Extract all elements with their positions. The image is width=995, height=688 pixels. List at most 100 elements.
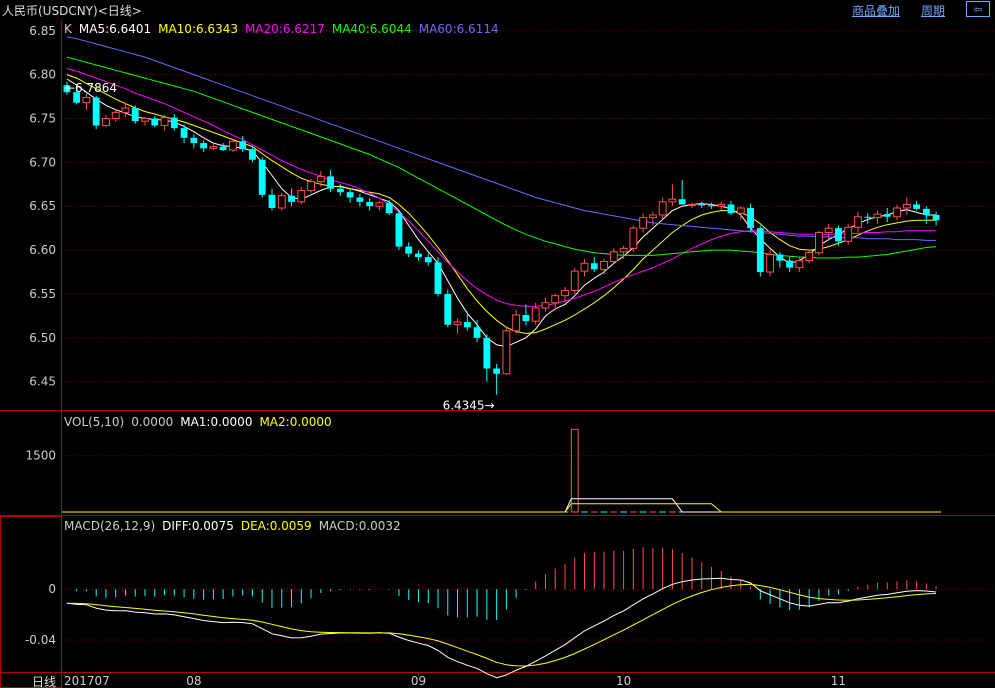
candle-body <box>531 307 540 322</box>
candle-body <box>727 204 735 214</box>
candle-body <box>648 214 657 219</box>
candle-body <box>893 207 901 218</box>
macd-dea-line <box>66 583 937 667</box>
period-link[interactable]: 周期 <box>921 4 946 18</box>
candle-body <box>854 216 862 228</box>
candle-body <box>913 204 921 209</box>
candle-body <box>249 149 256 160</box>
candle-body <box>570 270 579 291</box>
candle-body <box>385 202 393 214</box>
macd-tick-label: -0.04 <box>25 633 56 647</box>
candle-body <box>580 262 589 272</box>
candle-body <box>922 208 930 215</box>
candle-body <box>708 205 715 207</box>
overlay-link[interactable]: 商品叠加 <box>852 4 901 18</box>
candle-body <box>736 207 745 214</box>
price-tick-label: 6.60 <box>29 243 56 257</box>
candle-body <box>766 253 775 273</box>
price-tick-label: 6.70 <box>29 155 56 169</box>
candle-body <box>336 188 344 193</box>
candle-body <box>356 197 364 202</box>
candle-body <box>864 216 872 218</box>
vol-tick-label: 1500 <box>25 449 56 463</box>
macd-legend-item: DIFF:0.0075 <box>162 519 234 533</box>
candle-body <box>82 96 91 104</box>
low-annotation: 6.4345→ <box>443 398 495 412</box>
price-legend-item: MA40:6.6044 <box>332 22 412 36</box>
price-legend-item: MA10:6.6343 <box>158 22 238 36</box>
candle-body <box>151 118 159 126</box>
vol-ma2-line <box>62 503 941 513</box>
candle-body <box>883 214 891 217</box>
candle-body <box>131 107 139 122</box>
candle-body <box>258 159 266 195</box>
candle-body <box>424 257 432 263</box>
ma-line-ma40 <box>66 56 937 259</box>
candle-body <box>786 260 794 268</box>
candle-body <box>698 204 706 206</box>
candle-body <box>873 213 882 219</box>
candle-body <box>629 227 638 249</box>
candle-body <box>346 192 354 198</box>
candle-body <box>473 327 481 338</box>
ma-line-ma5 <box>66 78 937 348</box>
candle-body <box>316 175 325 183</box>
vol-legend-item: 0.0000 <box>131 415 173 429</box>
candle-body <box>277 195 286 209</box>
x-tick-label: 11 <box>831 674 846 688</box>
chart-title: 人民币(USDCNY)<日线> <box>2 4 142 18</box>
candle-body <box>639 217 648 229</box>
candle-body <box>688 203 696 206</box>
candle-body <box>228 140 237 151</box>
candle-body <box>141 118 149 122</box>
candle-body <box>541 302 550 309</box>
candle-body <box>395 213 403 247</box>
candle-body <box>375 202 384 207</box>
x-tick-label: 09 <box>411 674 426 688</box>
candle-body <box>590 263 598 270</box>
candle-body <box>844 226 853 242</box>
candle-body <box>551 295 560 304</box>
candle-body <box>795 260 804 269</box>
candle-body <box>180 128 188 138</box>
candle-body <box>111 111 120 120</box>
price-legend-item: MA60:6.6114 <box>419 22 499 36</box>
vol-legend-item: MA2:0.0000 <box>259 415 331 429</box>
candle-body <box>756 228 764 273</box>
candle-body <box>170 117 178 129</box>
candle-body <box>73 92 81 103</box>
candle-body <box>327 176 335 189</box>
candle-body <box>200 143 208 149</box>
x-tick-label: 10 <box>616 674 631 688</box>
candle-body <box>121 107 130 113</box>
candle-body <box>502 330 511 375</box>
candle-body <box>824 227 833 234</box>
candle-body <box>444 293 452 325</box>
candle-body <box>63 85 71 93</box>
ma-line-ma60 <box>66 36 937 241</box>
vol-legend-item: MA1:0.0000 <box>180 415 252 429</box>
candle-body <box>288 195 295 202</box>
back-arrow-icon[interactable]: ⇦ <box>966 1 990 17</box>
price-tick-label: 6.65 <box>29 199 56 213</box>
candle-body <box>932 215 940 221</box>
candle-body <box>434 262 442 294</box>
high-annotation: ←6.7864 <box>65 81 117 95</box>
macd-diff-line <box>66 577 937 679</box>
candle-body <box>835 228 842 242</box>
price-legend-item: K <box>64 22 73 36</box>
volume-spike-bar <box>570 428 579 513</box>
top-bar: 人民币(USDCNY)<日线> 商品叠加 周期 ⇦ <box>0 0 995 20</box>
candle-body <box>805 252 814 262</box>
price-tick-label: 6.75 <box>29 112 56 126</box>
candle-body <box>747 207 754 229</box>
candle-body <box>297 189 306 203</box>
vol-legend-item: VOL(5,10) <box>64 415 124 429</box>
candle-body <box>219 146 227 151</box>
ma-line-ma10 <box>66 74 937 334</box>
candle-body <box>268 194 276 208</box>
candle-body <box>239 141 247 150</box>
candle-body <box>814 232 823 254</box>
candle-body <box>776 254 784 261</box>
